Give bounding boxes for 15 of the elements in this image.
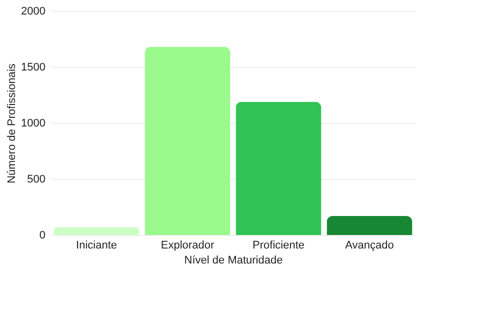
y-tick-label: 500 (27, 174, 46, 186)
x-tick-label: Iniciante (76, 240, 117, 252)
y-tick-label: 0 (39, 230, 46, 242)
bar (236, 102, 322, 235)
y-tick-label: 1500 (21, 62, 46, 74)
x-tick-label: Avançado (345, 240, 394, 252)
y-tick-label: 1000 (21, 118, 46, 130)
x-tick-label: Proficiente (252, 240, 304, 252)
x-axis-title: Nível de Maturidade (184, 254, 283, 266)
y-tick-label: 2000 (21, 6, 46, 18)
x-tick-label: Explorador (160, 240, 214, 252)
bar (326, 216, 412, 235)
bar (144, 46, 230, 235)
y-axis-title: Número de Profissionais (6, 63, 18, 184)
bar (54, 227, 140, 235)
